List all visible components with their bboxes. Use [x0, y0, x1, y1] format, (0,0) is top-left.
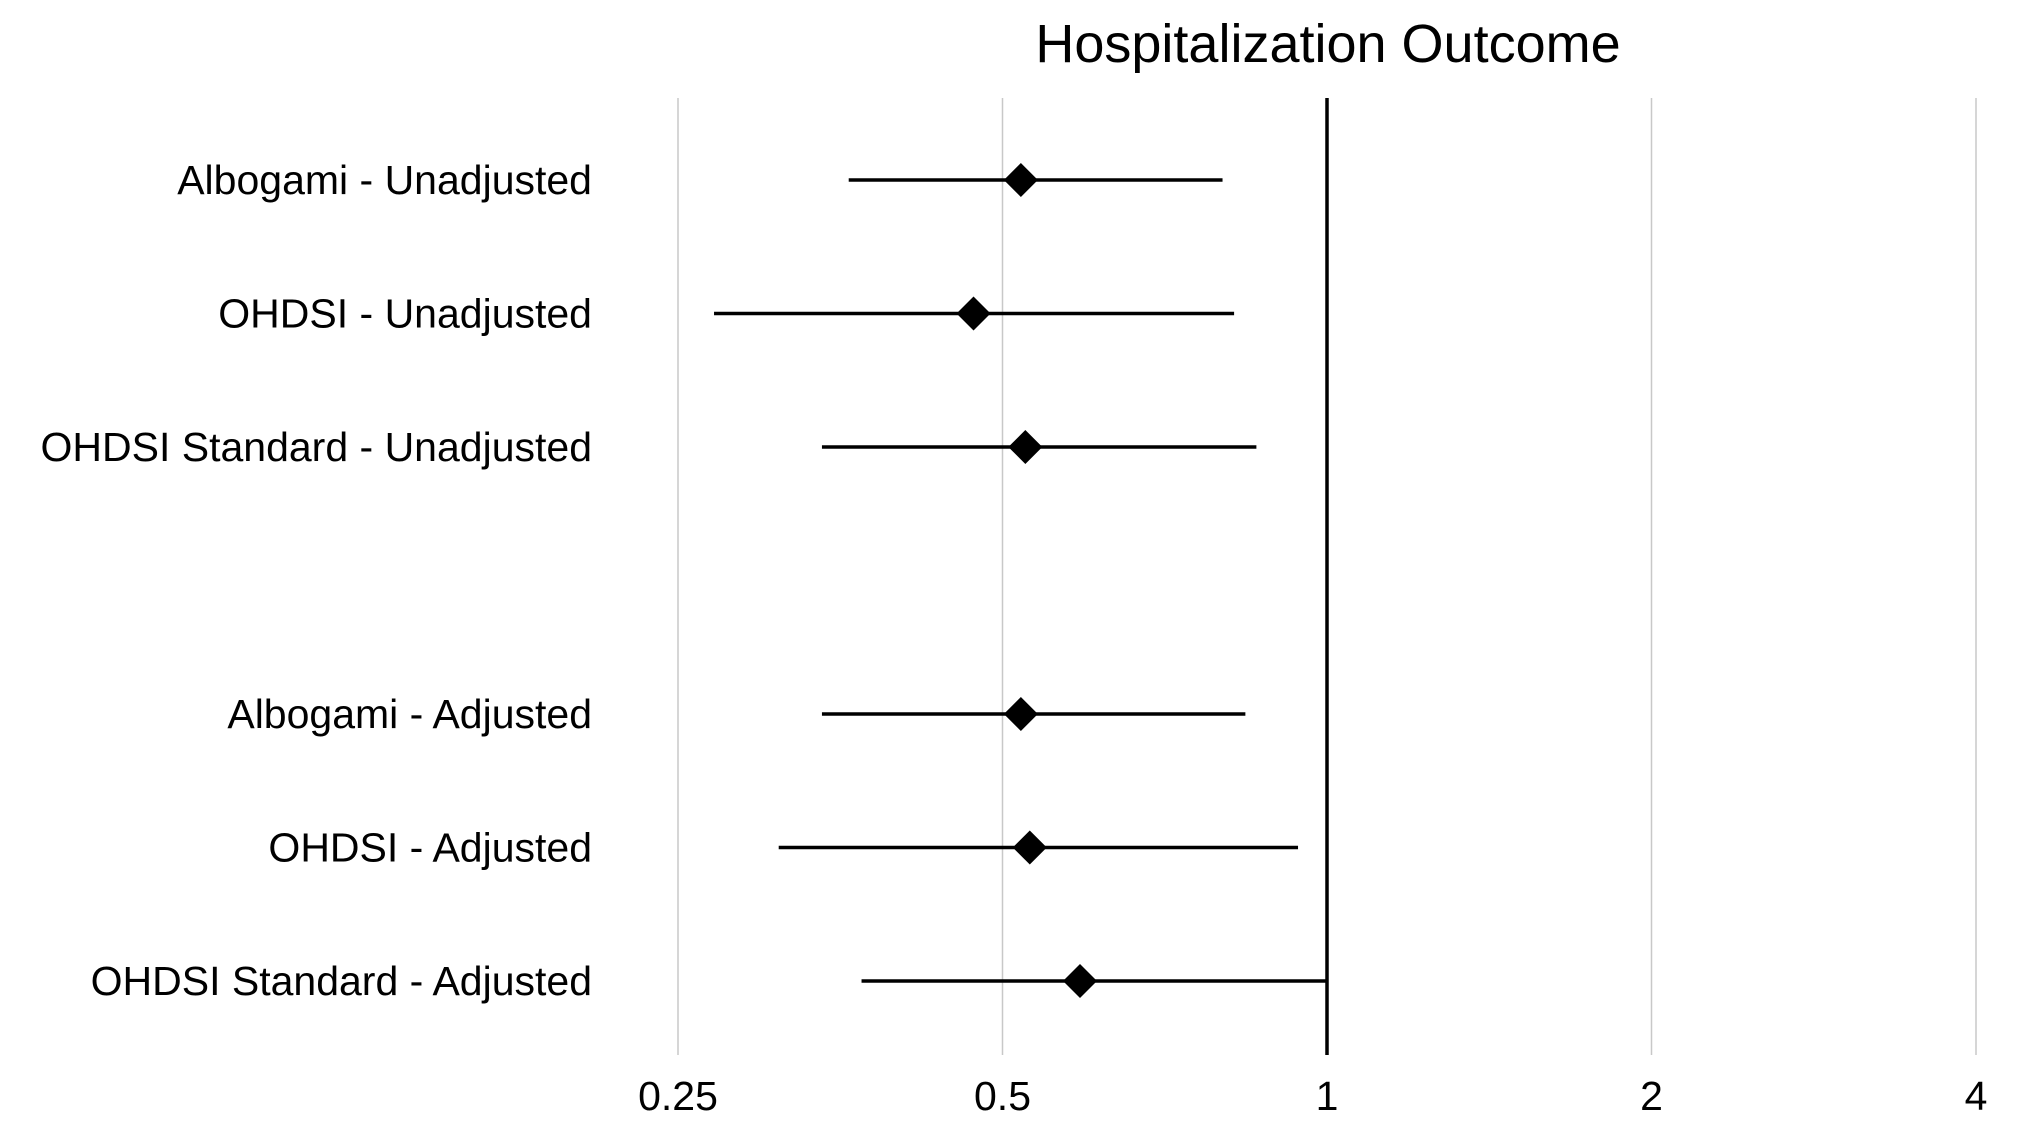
estimate-marker-layer	[956, 163, 1097, 998]
chart-title: Hospitalization Outcome	[1035, 14, 1620, 74]
row-label-ohdsi-adjusted: OHDSI - Adjusted	[268, 825, 592, 871]
row-label-albogami-adjusted: Albogami - Adjusted	[227, 691, 592, 737]
row-label-ohdsi-standard-unadjusted: OHDSI Standard - Unadjusted	[41, 424, 593, 470]
x-tick-label: 1	[1316, 1073, 1339, 1119]
estimate-marker-ohdsi-adjusted	[1012, 830, 1047, 865]
estimate-marker-ohdsi-standard-unadjusted	[1008, 430, 1043, 464]
estimate-marker-ohdsi-standard-adjusted	[1062, 964, 1097, 998]
x-tick-label: 4	[1965, 1073, 1988, 1119]
row-label-layer: Albogami - Unadjusted OHDSI - Unadjusted O…	[41, 157, 593, 1004]
estimate-marker-albogami-adjusted	[1003, 697, 1038, 731]
estimate-marker-albogami-unadjusted	[1003, 163, 1038, 197]
row-label-ohdsi-standard-adjusted: OHDSI Standard - Adjusted	[91, 958, 592, 1004]
estimate-marker-ohdsi-unadjusted	[956, 296, 991, 331]
x-tick-label: 0.5	[974, 1073, 1031, 1119]
confidence-interval-layer	[714, 178, 1327, 983]
x-tick-label-layer: 0.25 0.5 1 2 4	[638, 1073, 1987, 1119]
row-label-albogami-unadjusted: Albogami - Unadjusted	[177, 157, 592, 203]
x-tick-label: 0.25	[638, 1073, 718, 1119]
x-tick-label: 2	[1640, 1073, 1663, 1119]
grid-layer	[677, 98, 1977, 1055]
row-label-ohdsi-unadjusted: OHDSI - Unadjusted	[218, 291, 592, 337]
